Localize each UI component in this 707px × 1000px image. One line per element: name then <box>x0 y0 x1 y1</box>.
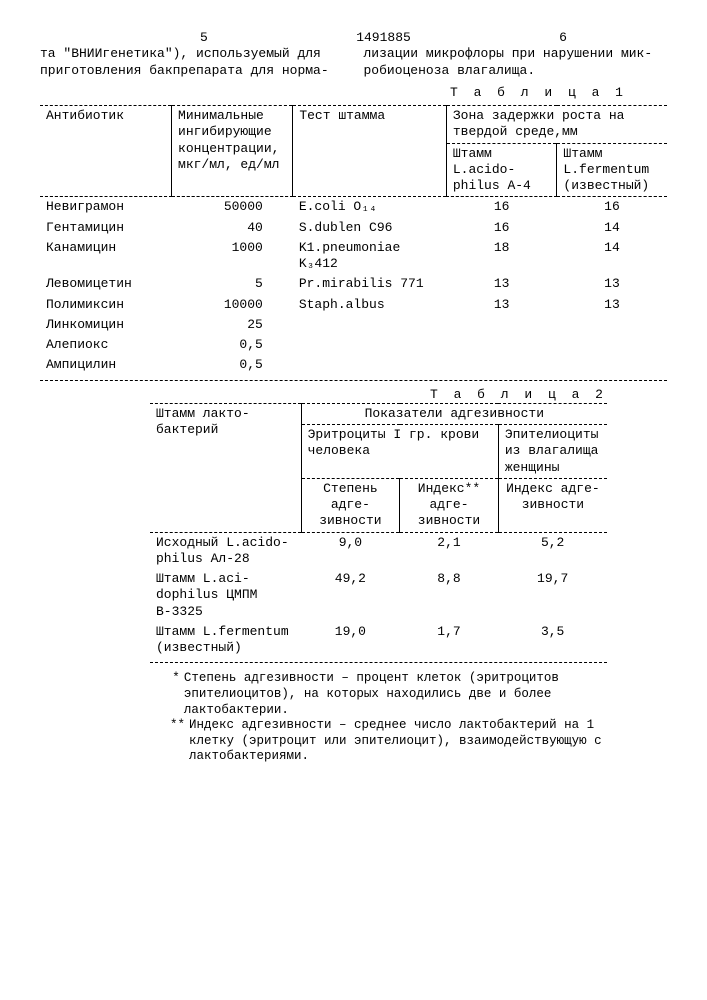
cell: Staph.albus <box>293 295 447 315</box>
cell: 0,5 <box>172 355 293 375</box>
fn1-mark: * <box>170 671 184 718</box>
intro-right: лизации микрофлоры при нарушении мик­роб… <box>364 46 668 79</box>
table-row: Алепиокс0,5 <box>40 335 667 355</box>
cell: 13 <box>446 295 557 315</box>
t2-c2: Индекс** адге­зивности <box>400 478 499 532</box>
cell: 5,2 <box>498 533 607 570</box>
footnotes: * Степень адгезивности – процент клеток … <box>170 671 607 765</box>
table-row: Ампицилин0,5 <box>40 355 667 375</box>
table-row: Линкомицин25 <box>40 315 667 335</box>
cell: 13 <box>557 274 667 294</box>
cell <box>446 315 557 335</box>
table-row: Гентамицин40S.dublen C961614 <box>40 218 667 238</box>
cell: Штамм L.aci­dophilus ЦМПМ В-3325 <box>150 569 301 622</box>
cell: 16 <box>446 218 557 238</box>
cell: 16 <box>446 197 557 218</box>
cell: Канамицин <box>40 238 172 275</box>
table-row: Невиграмон50000E.coli O₁₄1616 <box>40 197 667 218</box>
cell: Левомицетин <box>40 274 172 294</box>
cell: Исходный L.acido­philus Ал-28 <box>150 533 301 570</box>
cell: 1000 <box>172 238 293 275</box>
table1-caption: Т а б л и ц а 1 <box>40 85 667 101</box>
page-num-right: 6 <box>559 30 567 46</box>
cell: 14 <box>557 218 667 238</box>
cell: 2,1 <box>400 533 499 570</box>
t2-sub1: Эритроциты I гр. крови человека <box>301 425 498 479</box>
t1-h1: Минималь­ные инги­бирующие концентра­ции… <box>172 106 293 197</box>
cell: Алепиокс <box>40 335 172 355</box>
table1: Антибиотик Минималь­ные инги­бирующие ко… <box>40 105 667 376</box>
t1-h3: Штамм L.acido­philus А-4 <box>446 143 557 196</box>
cell: 5 <box>172 274 293 294</box>
t2-hspan: Показатели адгезивности <box>301 403 607 424</box>
cell <box>446 335 557 355</box>
cell: 14 <box>557 238 667 275</box>
cell: Ампицилин <box>40 355 172 375</box>
cell: S.dublen C96 <box>293 218 447 238</box>
page-number-row: 5 1491885 6 <box>40 30 667 46</box>
t1-h4: Штамм L.fermen­tum (из­вестный) <box>557 143 667 196</box>
t2-c3: Индекс адге­зивности <box>498 478 607 532</box>
cell <box>446 355 557 375</box>
page-num-left: 5 <box>200 30 208 46</box>
table-row: Штамм L.aci­dophilus ЦМПМ В-332549,28,81… <box>150 569 607 622</box>
cell: Гентамицин <box>40 218 172 238</box>
table2: Штамм лакто­бактерий Показатели адгезивн… <box>150 403 607 659</box>
t2-c1: Степень адге­зивности <box>301 478 400 532</box>
t2-bottom-rule <box>150 662 607 663</box>
cell: Pr.mirabi­lis 771 <box>293 274 447 294</box>
cell: E.coli O₁₄ <box>293 197 447 218</box>
fn2-text: Индекс адгезивности – среднее число лакт… <box>189 718 607 765</box>
cell: Штамм L.fer­mentum (из­вестный) <box>150 622 301 659</box>
cell: 18 <box>446 238 557 275</box>
t1-h0: Антибиотик <box>40 106 172 197</box>
t1-h2: Тест штамма <box>293 106 447 197</box>
cell <box>293 355 447 375</box>
doc-number: 1491885 <box>356 30 411 46</box>
cell <box>293 335 447 355</box>
cell: 1,7 <box>400 622 499 659</box>
cell: 49,2 <box>301 569 400 622</box>
cell <box>557 335 667 355</box>
cell: K1.pneumo­niae K₃412 <box>293 238 447 275</box>
table-row: Канамицин1000K1.pneumo­niae K₃4121814 <box>40 238 667 275</box>
cell: 13 <box>557 295 667 315</box>
cell: Полимиксин <box>40 295 172 315</box>
cell: 50000 <box>172 197 293 218</box>
cell: 25 <box>172 315 293 335</box>
intro-text: та "ВНИИгенетика"), используемый для при… <box>40 46 667 79</box>
cell: Невиграмон <box>40 197 172 218</box>
cell: 9,0 <box>301 533 400 570</box>
cell: 8,8 <box>400 569 499 622</box>
cell: 13 <box>446 274 557 294</box>
cell <box>557 315 667 335</box>
table-row: Штамм L.fer­mentum (из­вестный)19,01,73,… <box>150 622 607 659</box>
cell: 10000 <box>172 295 293 315</box>
table-row: Полимиксин10000Staph.albus1313 <box>40 295 667 315</box>
fn2-mark: ** <box>170 718 189 765</box>
cell: Линкомицин <box>40 315 172 335</box>
cell: 16 <box>557 197 667 218</box>
t1-bottom-rule <box>40 380 667 381</box>
t1-h3span: Зона задержки роста на твердой среде,мм <box>446 106 667 144</box>
table2-caption: Т а б л и ц а 2 <box>150 387 607 403</box>
cell: 40 <box>172 218 293 238</box>
cell: 3,5 <box>498 622 607 659</box>
cell: 19,0 <box>301 622 400 659</box>
fn1-text: Степень адгезивности – процент клеток (э… <box>184 671 607 718</box>
intro-left: та "ВНИИгенетика"), используемый для при… <box>40 46 344 79</box>
cell: 19,7 <box>498 569 607 622</box>
table-row: Исходный L.acido­philus Ал-289,02,15,2 <box>150 533 607 570</box>
cell <box>557 355 667 375</box>
table-row: Левомицетин5Pr.mirabi­lis 7711313 <box>40 274 667 294</box>
t2-h0: Штамм лакто­бактерий <box>150 403 301 532</box>
cell <box>293 315 447 335</box>
cell: 0,5 <box>172 335 293 355</box>
t2-sub2: Эпителио­циты из влагалища женщины <box>498 425 607 479</box>
